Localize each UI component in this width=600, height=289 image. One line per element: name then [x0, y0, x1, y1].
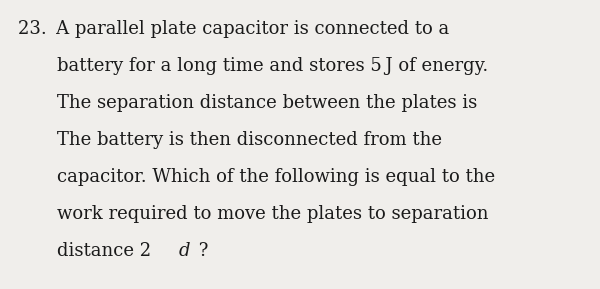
Text: distance 2: distance 2: [57, 242, 151, 260]
Text: 23.  A parallel plate capacitor is connected to a: 23. A parallel plate capacitor is connec…: [18, 20, 449, 38]
Text: d: d: [178, 242, 190, 260]
Text: battery for a long time and stores 5 J of energy.: battery for a long time and stores 5 J o…: [57, 57, 488, 75]
Text: The battery is then disconnected from the: The battery is then disconnected from th…: [57, 131, 442, 149]
Text: The separation distance between the plates is: The separation distance between the plat…: [57, 94, 483, 112]
Text: work required to move the plates to separation: work required to move the plates to sepa…: [57, 205, 488, 223]
Text: capacitor. Which of the following is equal to the: capacitor. Which of the following is equ…: [57, 168, 495, 186]
Text: ?: ?: [193, 242, 209, 260]
